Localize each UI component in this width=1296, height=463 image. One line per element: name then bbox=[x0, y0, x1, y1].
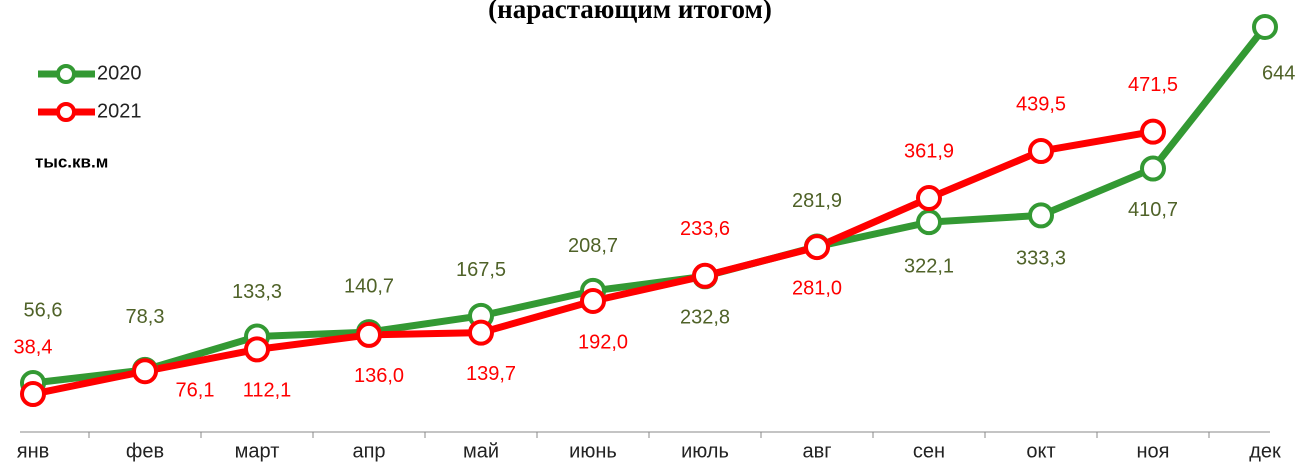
series-line bbox=[32, 24, 1268, 387]
legend-marker bbox=[56, 102, 76, 122]
point bbox=[1028, 202, 1054, 229]
point bbox=[356, 321, 382, 348]
point bbox=[1028, 138, 1054, 165]
value-label: 233,6 bbox=[680, 218, 730, 240]
value-label: 410,7 bbox=[1128, 199, 1178, 221]
x-tick-label: дек bbox=[1249, 440, 1281, 462]
point bbox=[244, 336, 270, 363]
x-tick-label: июль bbox=[681, 440, 729, 462]
value-label: 333,3 bbox=[1016, 248, 1066, 270]
chart-title: (нарастающим итогом) bbox=[488, 0, 772, 24]
point bbox=[916, 185, 942, 212]
unit-label: тыс.кв.м bbox=[35, 152, 108, 171]
x-tick-label: авг bbox=[802, 440, 831, 462]
x-tick-label: ноя bbox=[1137, 440, 1170, 462]
x-tick-label: фев bbox=[126, 440, 164, 462]
value-label: 281,9 bbox=[792, 190, 842, 212]
x-tick-label: окт bbox=[1026, 440, 1055, 462]
value-label: 471,5 bbox=[1128, 74, 1178, 96]
value-label: 232,8 bbox=[680, 307, 730, 329]
value-label: 140,7 bbox=[344, 275, 394, 297]
point bbox=[468, 319, 494, 346]
value-label: 361,9 bbox=[904, 140, 954, 162]
value-label: 139,7 bbox=[466, 363, 516, 385]
point bbox=[1140, 155, 1166, 182]
value-label: 281,0 bbox=[792, 277, 842, 299]
legend-marker bbox=[56, 64, 76, 84]
x-tick-label: май bbox=[463, 440, 499, 462]
x-tick-label: март bbox=[235, 440, 280, 462]
point bbox=[692, 262, 718, 289]
value-label: 76,1 bbox=[176, 379, 215, 401]
legend-label: 2021 bbox=[97, 100, 142, 122]
value-label: 112,1 bbox=[243, 380, 292, 402]
legend-label: 2020 bbox=[97, 62, 142, 84]
value-label: 167,5 bbox=[456, 259, 506, 281]
point bbox=[580, 287, 606, 314]
x-tick-label: апр bbox=[352, 440, 385, 462]
point bbox=[1140, 118, 1166, 145]
value-label: 133,3 bbox=[232, 281, 282, 303]
value-label: 78,3 bbox=[126, 306, 165, 328]
point bbox=[132, 358, 158, 385]
value-label: 38,4 bbox=[14, 336, 53, 358]
value-label: 56,6 bbox=[24, 299, 63, 321]
value-label: 644,3 bbox=[1262, 62, 1296, 84]
x-tick-label: июнь bbox=[569, 440, 617, 462]
x-tick-label: янв bbox=[17, 440, 50, 462]
value-label: 439,5 bbox=[1016, 93, 1066, 115]
point bbox=[1252, 13, 1278, 40]
point bbox=[916, 209, 942, 236]
value-label: 192,0 bbox=[578, 331, 628, 353]
point bbox=[804, 234, 830, 261]
point bbox=[20, 381, 46, 408]
value-label: 136,0 bbox=[354, 365, 404, 387]
x-tick-label: сен bbox=[913, 440, 945, 462]
value-label: 322,1 bbox=[904, 255, 954, 277]
value-label: 208,7 bbox=[568, 235, 618, 257]
